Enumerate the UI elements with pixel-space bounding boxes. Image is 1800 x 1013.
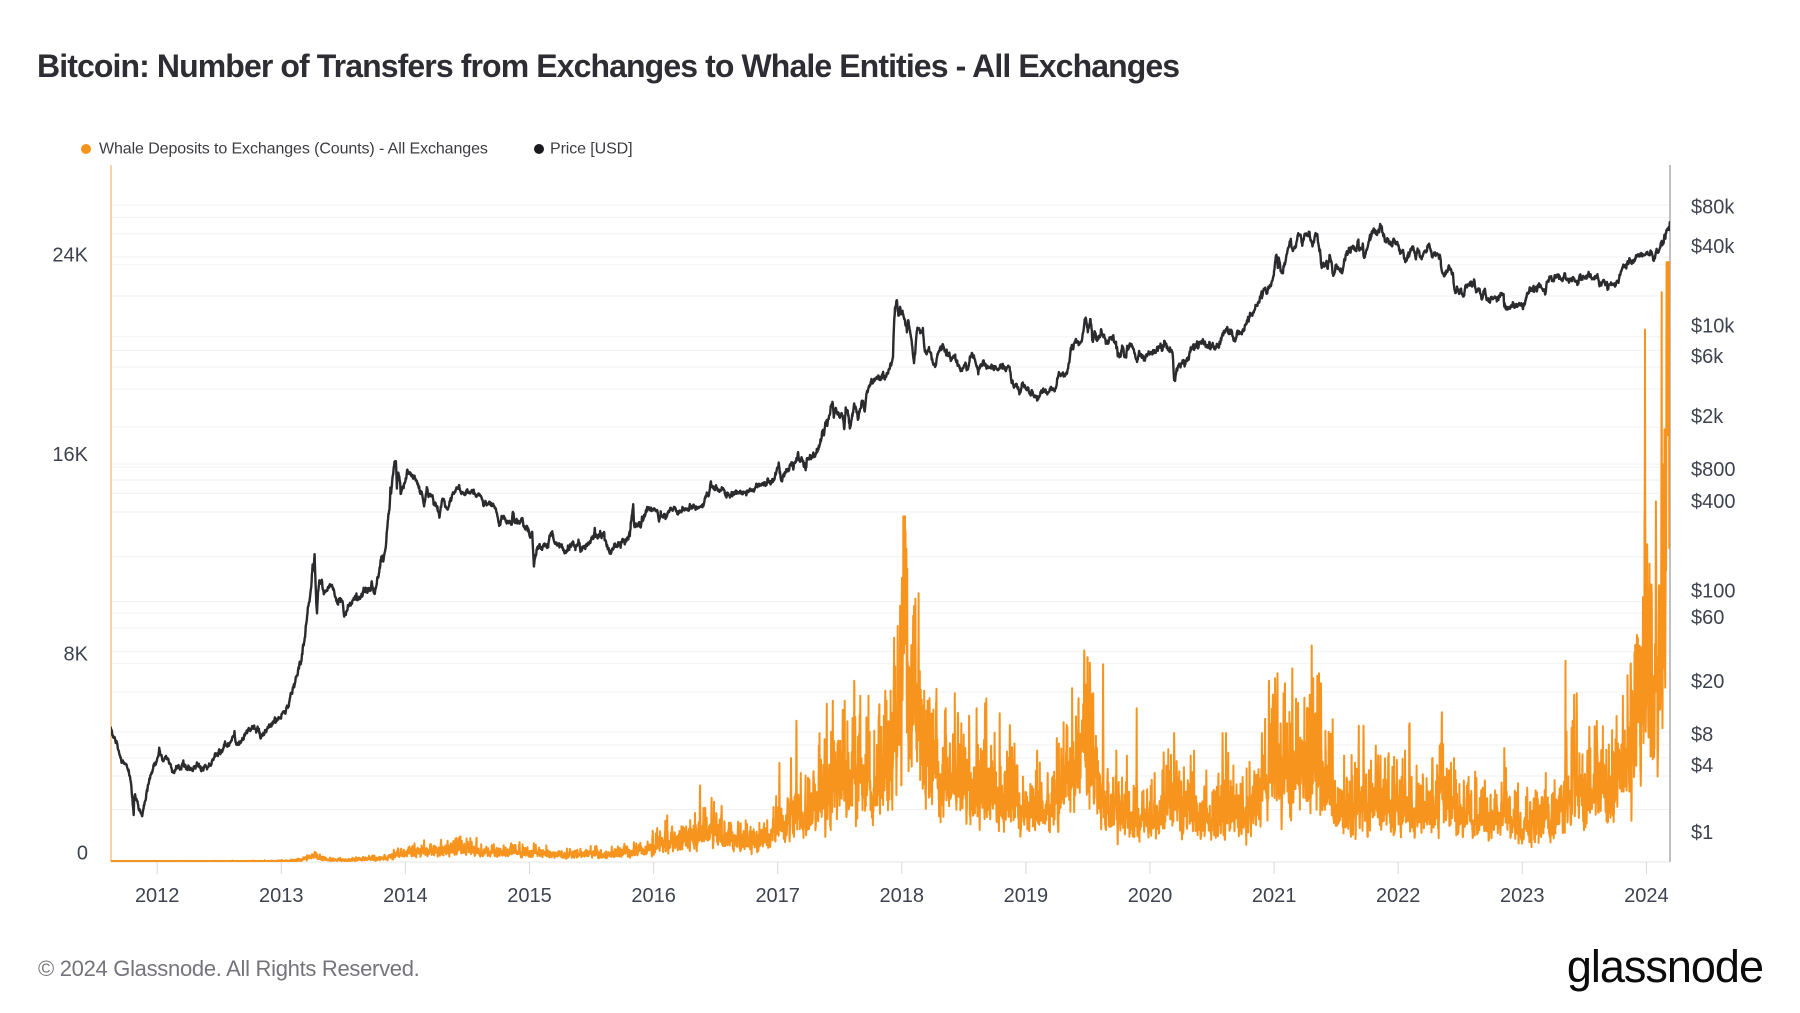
svg-text:$60: $60 bbox=[1691, 607, 1724, 629]
svg-text:$4: $4 bbox=[1691, 755, 1713, 777]
svg-text:Price [USD]: Price [USD] bbox=[550, 141, 632, 158]
svg-text:$2k: $2k bbox=[1691, 406, 1724, 428]
svg-text:2017: 2017 bbox=[755, 885, 800, 907]
svg-text:$800: $800 bbox=[1691, 459, 1736, 481]
svg-text:2018: 2018 bbox=[880, 885, 925, 907]
svg-text:Whale Deposits to Exchanges (C: Whale Deposits to Exchanges (Counts) - A… bbox=[99, 141, 488, 158]
svg-text:$10k: $10k bbox=[1691, 316, 1735, 338]
svg-text:2019: 2019 bbox=[1004, 885, 1049, 907]
svg-text:© 2024 Glassnode. All Rights R: © 2024 Glassnode. All Rights Reserved. bbox=[38, 956, 419, 981]
svg-text:$100: $100 bbox=[1691, 581, 1736, 603]
svg-text:Bitcoin: Number of Transfers f: Bitcoin: Number of Transfers from Exchan… bbox=[37, 48, 1179, 84]
svg-text:24K: 24K bbox=[52, 245, 88, 267]
svg-text:2020: 2020 bbox=[1128, 885, 1173, 907]
svg-text:2014: 2014 bbox=[383, 885, 428, 907]
svg-text:$6k: $6k bbox=[1691, 346, 1724, 368]
svg-text:0: 0 bbox=[77, 843, 88, 865]
svg-text:2023: 2023 bbox=[1500, 885, 1545, 907]
svg-text:2021: 2021 bbox=[1252, 885, 1297, 907]
svg-text:glassnode: glassnode bbox=[1567, 941, 1763, 992]
svg-text:$20: $20 bbox=[1691, 671, 1724, 693]
svg-text:2012: 2012 bbox=[135, 885, 180, 907]
svg-text:$8: $8 bbox=[1691, 724, 1713, 746]
svg-text:2024: 2024 bbox=[1624, 885, 1669, 907]
svg-text:$80k: $80k bbox=[1691, 196, 1735, 218]
svg-text:2013: 2013 bbox=[259, 885, 304, 907]
svg-text:$40k: $40k bbox=[1691, 236, 1735, 258]
svg-text:2016: 2016 bbox=[631, 885, 676, 907]
svg-text:2022: 2022 bbox=[1376, 885, 1421, 907]
svg-text:8K: 8K bbox=[64, 643, 89, 665]
svg-text:$400: $400 bbox=[1691, 491, 1736, 513]
svg-text:16K: 16K bbox=[52, 444, 88, 466]
svg-text:2015: 2015 bbox=[507, 885, 552, 907]
svg-text:$1: $1 bbox=[1691, 822, 1713, 844]
